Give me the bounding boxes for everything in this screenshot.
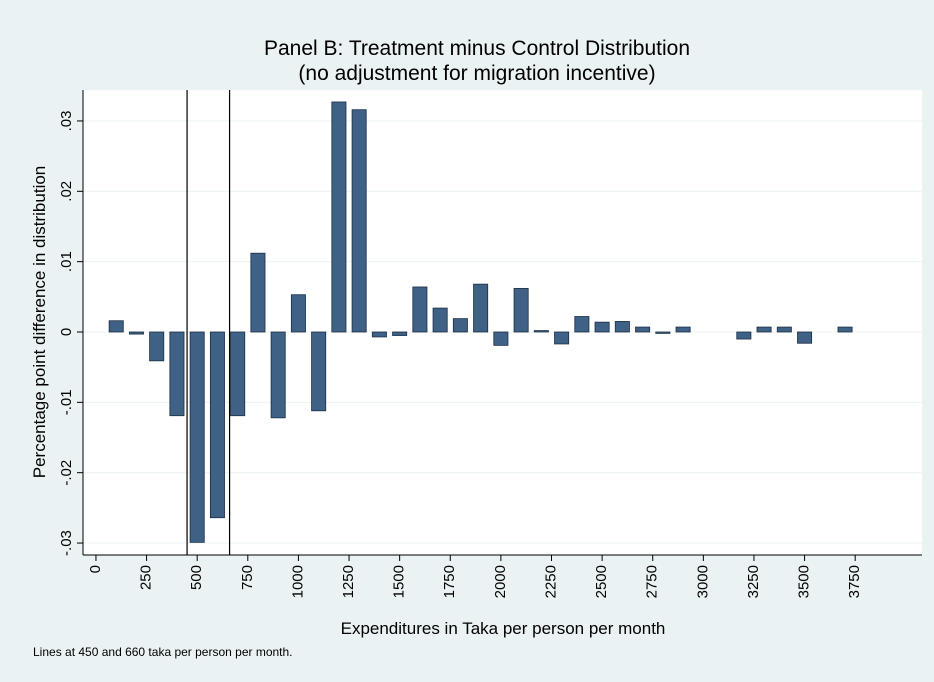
x-tick-label: 2000 <box>492 565 509 598</box>
y-tick-label: -.01 <box>58 389 75 415</box>
bar <box>331 101 347 333</box>
bar <box>533 330 549 333</box>
bar <box>574 316 590 333</box>
bar <box>797 331 813 344</box>
y-tick-label: .02 <box>58 181 75 202</box>
bar <box>432 307 448 333</box>
x-tick-label: 1000 <box>289 565 306 598</box>
x-tick-label: 0 <box>87 565 104 573</box>
bar <box>270 331 286 419</box>
bar <box>756 326 772 333</box>
bar <box>230 331 246 417</box>
y-tick-label: -.03 <box>58 530 75 556</box>
chart-title: Panel B: Treatment minus Control Distrib… <box>264 37 690 60</box>
x-axis-title: Expenditures in Taka per person per mont… <box>341 619 666 638</box>
x-tick-label: 2750 <box>644 565 661 598</box>
bar <box>513 287 529 333</box>
bar <box>371 331 387 338</box>
bar <box>412 286 428 333</box>
plot-area <box>83 90 922 555</box>
bar <box>776 326 792 333</box>
bar <box>311 331 327 412</box>
x-tick-label: 3500 <box>796 565 813 598</box>
bar <box>209 331 225 519</box>
x-tick-label: 500 <box>188 565 205 590</box>
y-axis-title: Percentage point difference in distribut… <box>30 166 49 479</box>
bar <box>837 326 853 333</box>
bar <box>392 331 408 336</box>
x-tick-label: 1750 <box>441 565 458 598</box>
bar <box>554 331 570 345</box>
bar <box>189 331 205 543</box>
bar <box>351 109 367 333</box>
bar <box>493 331 509 346</box>
y-tick-label: .03 <box>58 111 75 132</box>
bar <box>675 326 691 333</box>
y-tick-label: 0 <box>58 328 75 336</box>
note: Lines at 450 and 660 taka per person per… <box>33 645 293 659</box>
x-tick-label: 3250 <box>745 565 762 598</box>
bar <box>594 321 610 333</box>
bar <box>736 331 752 340</box>
bar <box>635 326 651 333</box>
bar <box>452 318 468 333</box>
x-tick-label: 3750 <box>846 565 863 598</box>
bar <box>250 252 266 333</box>
x-tick-label: 1500 <box>391 565 408 598</box>
x-tick-label: 750 <box>239 565 256 590</box>
bar <box>473 283 489 333</box>
x-tick-label: 2500 <box>593 565 610 598</box>
bar <box>128 331 144 335</box>
y-tick-label: .01 <box>58 251 75 272</box>
bar <box>655 331 671 334</box>
bar <box>149 331 165 362</box>
bar <box>614 321 630 333</box>
chart-subtitle: (no adjustment for migration incentive) <box>298 62 655 85</box>
x-tick-label: 1250 <box>340 565 357 598</box>
x-tick-label: 3000 <box>694 565 711 598</box>
bar <box>108 320 124 333</box>
y-tick-label: -.02 <box>58 460 75 486</box>
x-tick-label: 2250 <box>542 565 559 598</box>
bar <box>169 331 185 417</box>
bar <box>290 294 306 333</box>
x-tick-label: 250 <box>138 565 155 590</box>
